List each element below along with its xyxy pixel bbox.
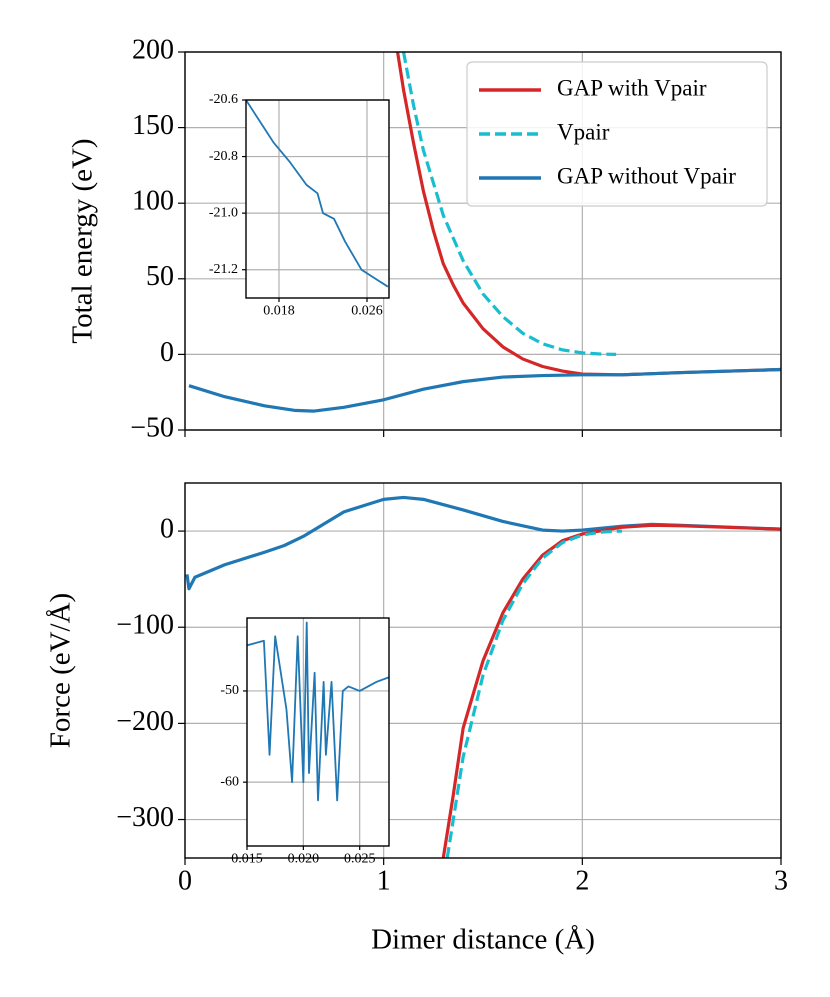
x-tick-label: 2 [575,866,589,897]
y-tick-label: -50 [220,683,239,698]
y-tick-label: 0 [160,337,174,368]
x-tick-label: 1 [377,866,391,897]
y-tick-label: −300 [116,802,174,833]
series-line [246,100,389,288]
y-tick-label: 200 [132,34,174,65]
y-tick-label: −100 [116,610,174,641]
y-axis-label: Force (eV/Å) [45,593,77,748]
y-tick-label: -21.0 [209,205,238,220]
plot-lines [185,495,781,858]
y-tick-label: −50 [130,412,174,443]
series-line [401,52,617,356]
y-tick-label: 0 [160,513,174,544]
plot-lines [246,100,389,288]
x-tick-label: 0.025 [344,851,376,866]
x-tick-label: 0.026 [351,303,383,318]
series-line [247,621,389,802]
axes-frame [245,99,390,299]
x-tick-label: 0.020 [288,851,320,866]
y-tick-label: 50 [146,261,174,292]
axes-frame [184,51,782,431]
plot-lines [188,52,781,413]
axes-frame [246,617,390,847]
plot-lines [247,621,389,802]
legend-label: GAP with Vpair [557,75,707,100]
y-tick-label: −200 [116,706,174,737]
y-tick-label: 150 [132,110,174,141]
legend-box [466,61,768,207]
x-tick-label: 3 [774,866,788,897]
legend-label: GAP without Vpair [557,163,736,188]
y-tick-label: -20.8 [209,149,238,164]
y-tick-label: 100 [132,186,174,217]
x-tick-label: 0 [178,866,192,897]
y-tick-label: -60 [220,774,239,789]
series-line [188,367,781,413]
series-line [445,529,623,858]
series-line [441,523,781,858]
x-tick-label: 0.015 [231,851,263,866]
x-axis-label: Dimer distance (Å) [371,924,595,956]
plot-area [246,100,389,298]
y-axis-label: Total energy (eV) [67,138,99,343]
y-tick-label: -20.6 [209,92,238,107]
y-tick-label: -21.2 [209,262,238,277]
axes-frame [184,482,782,859]
legend-label: Vpair [557,119,610,144]
x-tick-label: 0.018 [263,303,295,318]
